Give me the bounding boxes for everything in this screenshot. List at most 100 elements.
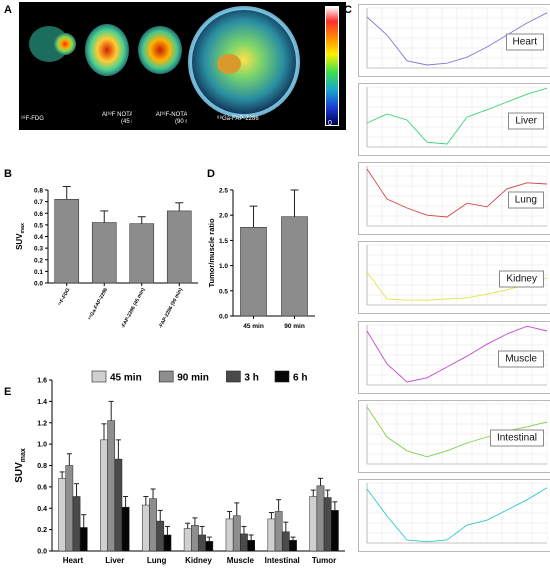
- bar: [183, 528, 192, 552]
- y-tick-label: 1.4: [37, 399, 47, 406]
- curve-plot: [366, 324, 548, 386]
- legend-label: 90 min: [177, 373, 209, 384]
- x-tick-label: 45 min: [243, 323, 264, 328]
- bar: [107, 420, 116, 552]
- organ-label: Heart: [505, 33, 544, 51]
- bar: [156, 520, 165, 552]
- bar: [163, 534, 172, 552]
- y-tick-label: 1.0: [219, 263, 228, 270]
- bar: [281, 531, 290, 552]
- y-axis-label: Tumor/muscle ratio: [207, 218, 216, 287]
- legend-swatch: [226, 370, 241, 383]
- bar: [91, 222, 117, 284]
- y-tick-label: 2.5: [219, 188, 228, 195]
- bar: [114, 458, 123, 552]
- legend-label: 45 min: [110, 373, 142, 384]
- organ-label: Intestinal: [489, 429, 544, 447]
- bar: [141, 504, 150, 552]
- bar: [247, 540, 256, 552]
- y-tick-label: 1.5: [219, 238, 228, 245]
- organ-label: Liver: [508, 112, 544, 130]
- bar: [267, 518, 276, 552]
- panel-label-a: A: [4, 4, 12, 16]
- organ-label: Muscle: [498, 350, 544, 368]
- y-axis-label: SUVmax: [14, 448, 27, 483]
- bar: [198, 534, 206, 552]
- curve-plot: [366, 482, 548, 544]
- y-tick-label: 0.0: [37, 549, 47, 556]
- bar: [309, 496, 318, 552]
- chart-d: 0.0 0.5 1.0 1.5 2.0 2.5 Tumor/muscle ratio 45 m…: [207, 188, 315, 328]
- legend-swatch: [91, 370, 107, 383]
- panel-label-d: D: [207, 168, 215, 180]
- y-tick-label: 0.2: [34, 257, 43, 264]
- colorbar-panel: 0: [302, 2, 346, 130]
- panel-label-b: B: [4, 168, 12, 180]
- series-line: [366, 12, 548, 66]
- x-tick-label: Tumor: [312, 556, 336, 565]
- x-tick-label: Al¹⁸F-NOTA-FAP-2286 (45 min): [107, 287, 146, 328]
- bar: [225, 518, 234, 552]
- pet-image-45min: Al¹⁸F NOTA-FAP-2286 (45 min): [77, 2, 132, 130]
- bar: [100, 439, 108, 552]
- y-tick-label: 0.0: [219, 314, 228, 321]
- x-tick-label: Al¹⁸F-NOTA-FAP-2286 (90 min): [145, 287, 184, 328]
- bar: [240, 533, 248, 552]
- pet-caption-2: Al¹⁸F NOTA-FAP-2286 (45 min): [101, 112, 132, 125]
- series-line: [366, 168, 548, 218]
- curve-plot: [366, 244, 548, 306]
- pet-caption-4: ⁶⁸Ga-FAP-2286: [217, 116, 259, 122]
- chart-b: 0.0 0.1 0.2 0.3 0.4 0.5 0.6 0.7 0.8 SUVmax ¹⁸F-FDG…: [15, 186, 198, 328]
- bar: [166, 210, 192, 284]
- x-tick-label: Liver: [105, 556, 124, 565]
- y-tick-label: 0.3: [34, 246, 43, 253]
- y-tick-label: 0.5: [34, 222, 43, 229]
- y-tick-label: 0.8: [37, 463, 47, 470]
- legend-swatch: [158, 370, 174, 383]
- x-tick-label: Lung: [147, 556, 167, 565]
- bar: [121, 506, 130, 552]
- chart-e: 0.0 0.2 0.4 0.6 0.8 1.0 1.2 1.4 1.6 SUVmax Heart Li…: [14, 370, 345, 565]
- pet-caption-3: Al¹⁸F-NOTA-FAP-2286 (90 min): [155, 112, 187, 125]
- curve-plot: [366, 403, 548, 465]
- pet-caption-1: ¹⁸F-FDG: [21, 116, 44, 122]
- bar: [323, 497, 332, 552]
- bar: [54, 198, 80, 284]
- y-tick-label: 1.2: [37, 420, 47, 427]
- legend-label: 6 h: [293, 373, 307, 384]
- curve-plot: [366, 165, 548, 227]
- bar: [65, 465, 74, 552]
- panel-label-c: C: [344, 4, 352, 16]
- x-tick-label: 90 min: [284, 323, 305, 328]
- pet-image-fdg: ¹⁸F-FDG: [19, 2, 77, 130]
- bar: [232, 515, 241, 552]
- bar: [129, 223, 155, 284]
- panel-label-e: E: [4, 386, 12, 398]
- bar: [58, 478, 66, 552]
- y-tick-label: 0.1: [34, 269, 43, 276]
- organ-label: Lung: [507, 191, 544, 209]
- bar: [274, 511, 283, 552]
- curve-panel: [358, 479, 550, 552]
- series-line: [366, 87, 548, 145]
- bar: [149, 498, 157, 552]
- pet-image-ga: ⁶⁸Ga-FAP-2286: [187, 2, 302, 130]
- y-axis-label: SUVmax: [15, 223, 26, 250]
- y-tick-label: 2.0: [219, 213, 228, 220]
- bar: [72, 496, 81, 552]
- x-tick-label: ¹⁸F-FDG: [57, 287, 71, 307]
- pet-image-90min: Al¹⁸F-NOTA-FAP-2286 (90 min): [132, 2, 187, 130]
- bar: [331, 510, 339, 552]
- y-tick-label: 0.5: [219, 288, 228, 295]
- x-tick-label: ⁶⁸Ga-FAP-2286: [87, 287, 109, 321]
- legend-label: 3 h: [244, 373, 258, 384]
- series-line: [366, 406, 548, 458]
- bar: [79, 527, 88, 552]
- legend-swatch: [274, 370, 290, 383]
- y-tick-label: 0.0: [34, 281, 43, 288]
- bar: [316, 485, 325, 552]
- bar: [191, 525, 199, 552]
- curve-panel: Heart: [358, 4, 550, 77]
- curve-panel: Kidney: [358, 241, 550, 314]
- bar: [281, 216, 308, 317]
